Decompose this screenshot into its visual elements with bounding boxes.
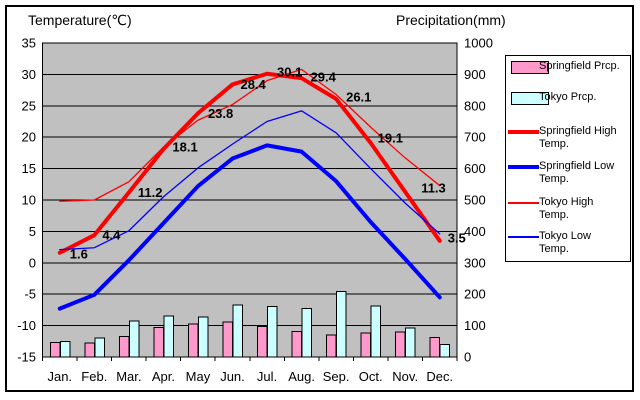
month-label: Jul. bbox=[257, 369, 277, 384]
month-label: Mar. bbox=[116, 369, 141, 384]
bar-springfield-prcp bbox=[84, 342, 95, 358]
legend-swatch-springfield-high-temp bbox=[508, 130, 539, 134]
bar-tokyo-prcp bbox=[267, 305, 278, 358]
precip-axis-title: Precipitation(mm) bbox=[396, 12, 506, 28]
line-springfield-low-temp bbox=[57, 143, 442, 311]
precip-axis-tick-label: 1000 bbox=[464, 36, 493, 51]
precip-axis-tick-label: 400 bbox=[464, 224, 486, 239]
temp-axis-tick-label: 10 bbox=[22, 193, 36, 208]
bar-tokyo-prcp bbox=[405, 327, 416, 358]
temp-axis-tick-label: -5 bbox=[24, 287, 36, 302]
bar-springfield-prcp bbox=[49, 342, 61, 358]
legend-label: Tokyo Low Temp. bbox=[539, 230, 591, 255]
chart-outer-border bbox=[5, 5, 634, 392]
data-label-springfield-high-temp: 30.1 bbox=[277, 64, 302, 79]
precip-axis-tick-label: 800 bbox=[464, 98, 486, 113]
data-label-springfield-high-temp: 11.2 bbox=[138, 185, 163, 200]
month-label: Nov. bbox=[392, 369, 418, 384]
month-label: Oct. bbox=[359, 369, 383, 384]
bar-springfield-prcp bbox=[395, 331, 406, 358]
legend-swatch-tokyo-prcp bbox=[511, 92, 549, 105]
bar-springfield-prcp bbox=[118, 335, 130, 358]
month-label: Aug. bbox=[288, 369, 315, 384]
data-label-springfield-high-temp: 4.4 bbox=[102, 228, 121, 243]
bar-tokyo-prcp bbox=[59, 341, 71, 358]
bar-tokyo-prcp bbox=[301, 307, 313, 358]
bar-springfield-prcp bbox=[429, 337, 441, 358]
legend-label: Springfield High Temp. bbox=[539, 125, 617, 150]
line-tokyo-low-temp bbox=[59, 110, 441, 251]
bar-tokyo-prcp bbox=[232, 304, 243, 358]
line-springfield-high-temp bbox=[57, 71, 442, 255]
data-label-springfield-high-temp: 19.1 bbox=[378, 130, 403, 145]
temp-axis-tick-label: 30 bbox=[22, 67, 36, 82]
bar-springfield-prcp bbox=[187, 323, 199, 358]
precip-axis-tick-label: 500 bbox=[464, 193, 486, 208]
bar-tokyo-prcp bbox=[163, 315, 174, 358]
month-label: May bbox=[186, 369, 211, 384]
precip-axis-tick-label: 700 bbox=[464, 130, 486, 145]
bar-springfield-prcp bbox=[326, 334, 337, 358]
bar-tokyo-prcp bbox=[439, 343, 451, 358]
month-label: Jan. bbox=[47, 369, 72, 384]
legend-label: Springfield Prcp. bbox=[539, 60, 620, 72]
legend-swatch-tokyo-high-temp bbox=[508, 202, 539, 204]
temp-axis-tick-label: 20 bbox=[22, 130, 36, 145]
data-label-springfield-high-temp: 28.4 bbox=[240, 77, 266, 92]
legend-swatch-springfield-prcp bbox=[511, 61, 549, 74]
legend-label: Tokyo Prcp. bbox=[539, 91, 597, 103]
data-label-springfield-high-temp: 3.5 bbox=[448, 230, 466, 245]
precip-axis-tick-label: 900 bbox=[464, 67, 486, 82]
precip-axis-tick-label: 100 bbox=[464, 318, 486, 333]
data-label-springfield-high-temp: 26.1 bbox=[346, 89, 371, 104]
bar-springfield-prcp bbox=[153, 326, 164, 358]
legend: Springfield Prcp. Tokyo Prcp. Springfield … bbox=[505, 55, 631, 262]
month-label: Feb. bbox=[81, 369, 107, 384]
legend-swatch-springfield-low-temp bbox=[508, 165, 539, 169]
bar-tokyo-prcp bbox=[336, 291, 347, 358]
month-label: Sep. bbox=[323, 369, 350, 384]
temp-axis-tick-label: 35 bbox=[22, 36, 36, 51]
data-label-springfield-high-temp: 1.6 bbox=[70, 246, 88, 261]
precip-axis-tick-label: 300 bbox=[464, 255, 486, 270]
bar-tokyo-prcp bbox=[197, 316, 209, 358]
bar-springfield-prcp bbox=[222, 321, 233, 358]
legend-label: Springfield Low Temp. bbox=[539, 160, 615, 185]
bar-springfield-prcp bbox=[257, 326, 268, 358]
precip-axis-tick-label: 200 bbox=[464, 287, 486, 302]
temp-axis-tick-label: -15 bbox=[17, 350, 36, 365]
bar-tokyo-prcp bbox=[370, 305, 382, 358]
month-label: Dec. bbox=[426, 369, 453, 384]
data-label-springfield-high-temp: 18.1 bbox=[172, 140, 197, 155]
temp-axis-tick-label: 5 bbox=[29, 224, 36, 239]
data-label-springfield-high-temp: 23.8 bbox=[208, 106, 233, 121]
bar-tokyo-prcp bbox=[128, 320, 140, 358]
temp-axis-tick-label: 15 bbox=[22, 161, 36, 176]
temp-axis-tick-label: 0 bbox=[29, 255, 36, 270]
legend-label: Tokyo High Temp. bbox=[539, 196, 594, 221]
legend-swatch-tokyo-low-temp bbox=[508, 236, 539, 238]
bar-springfield-prcp bbox=[360, 332, 372, 358]
month-label: Apr. bbox=[152, 369, 175, 384]
line-tokyo-high-temp bbox=[59, 68, 441, 202]
temp-axis-title: Temperature(℃) bbox=[28, 12, 132, 28]
bar-tokyo-prcp bbox=[94, 337, 105, 358]
precip-axis-tick-label: 0 bbox=[464, 350, 471, 365]
data-label-springfield-high-temp: 11.3 bbox=[421, 180, 446, 195]
bar-springfield-prcp bbox=[291, 331, 303, 358]
data-label-springfield-high-temp: 29.4 bbox=[311, 70, 337, 85]
temp-axis-tick-label: -10 bbox=[17, 318, 36, 333]
precip-axis-tick-label: 600 bbox=[464, 161, 486, 176]
month-label: Jun. bbox=[220, 369, 245, 384]
temp-axis-tick-label: 25 bbox=[22, 98, 36, 113]
